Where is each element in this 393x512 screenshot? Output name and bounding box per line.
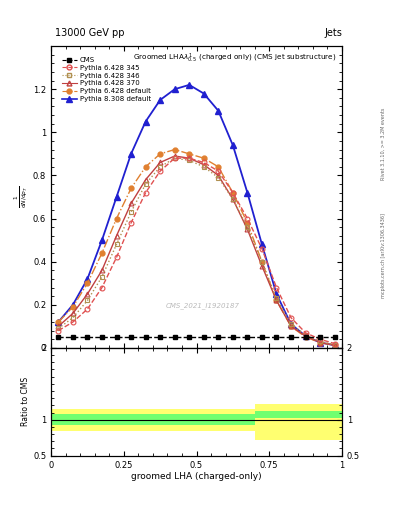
Y-axis label: $\frac{\mathrm{d}^2 N}{\mathrm{d} p_T\,\mathrm{d}\lambda}$
$\frac{1}{\mathrm{d}N: $\frac{\mathrm{d}^2 N}{\mathrm{d} p_T\,\… (0, 186, 30, 208)
Y-axis label: Ratio to CMS: Ratio to CMS (21, 377, 30, 426)
Text: mcplots.cern.ch [arXiv:1306.3436]: mcplots.cern.ch [arXiv:1306.3436] (381, 214, 386, 298)
Text: 13000 GeV pp: 13000 GeV pp (55, 28, 125, 38)
Legend: CMS, Pythia 6.428 345, Pythia 6.428 346, Pythia 6.428 370, Pythia 6.428 default,: CMS, Pythia 6.428 345, Pythia 6.428 346,… (61, 56, 152, 103)
Text: CMS_2021_I1920187: CMS_2021_I1920187 (165, 302, 239, 309)
Text: Jets: Jets (324, 28, 342, 38)
X-axis label: groomed LHA (charged-only): groomed LHA (charged-only) (131, 472, 262, 481)
Text: Groomed LHA$\lambda_{0.5}^{1}$ (charged only) (CMS jet substructure): Groomed LHA$\lambda_{0.5}^{1}$ (charged … (132, 52, 336, 66)
Text: Rivet 3.1.10, >= 3.2M events: Rivet 3.1.10, >= 3.2M events (381, 107, 386, 180)
